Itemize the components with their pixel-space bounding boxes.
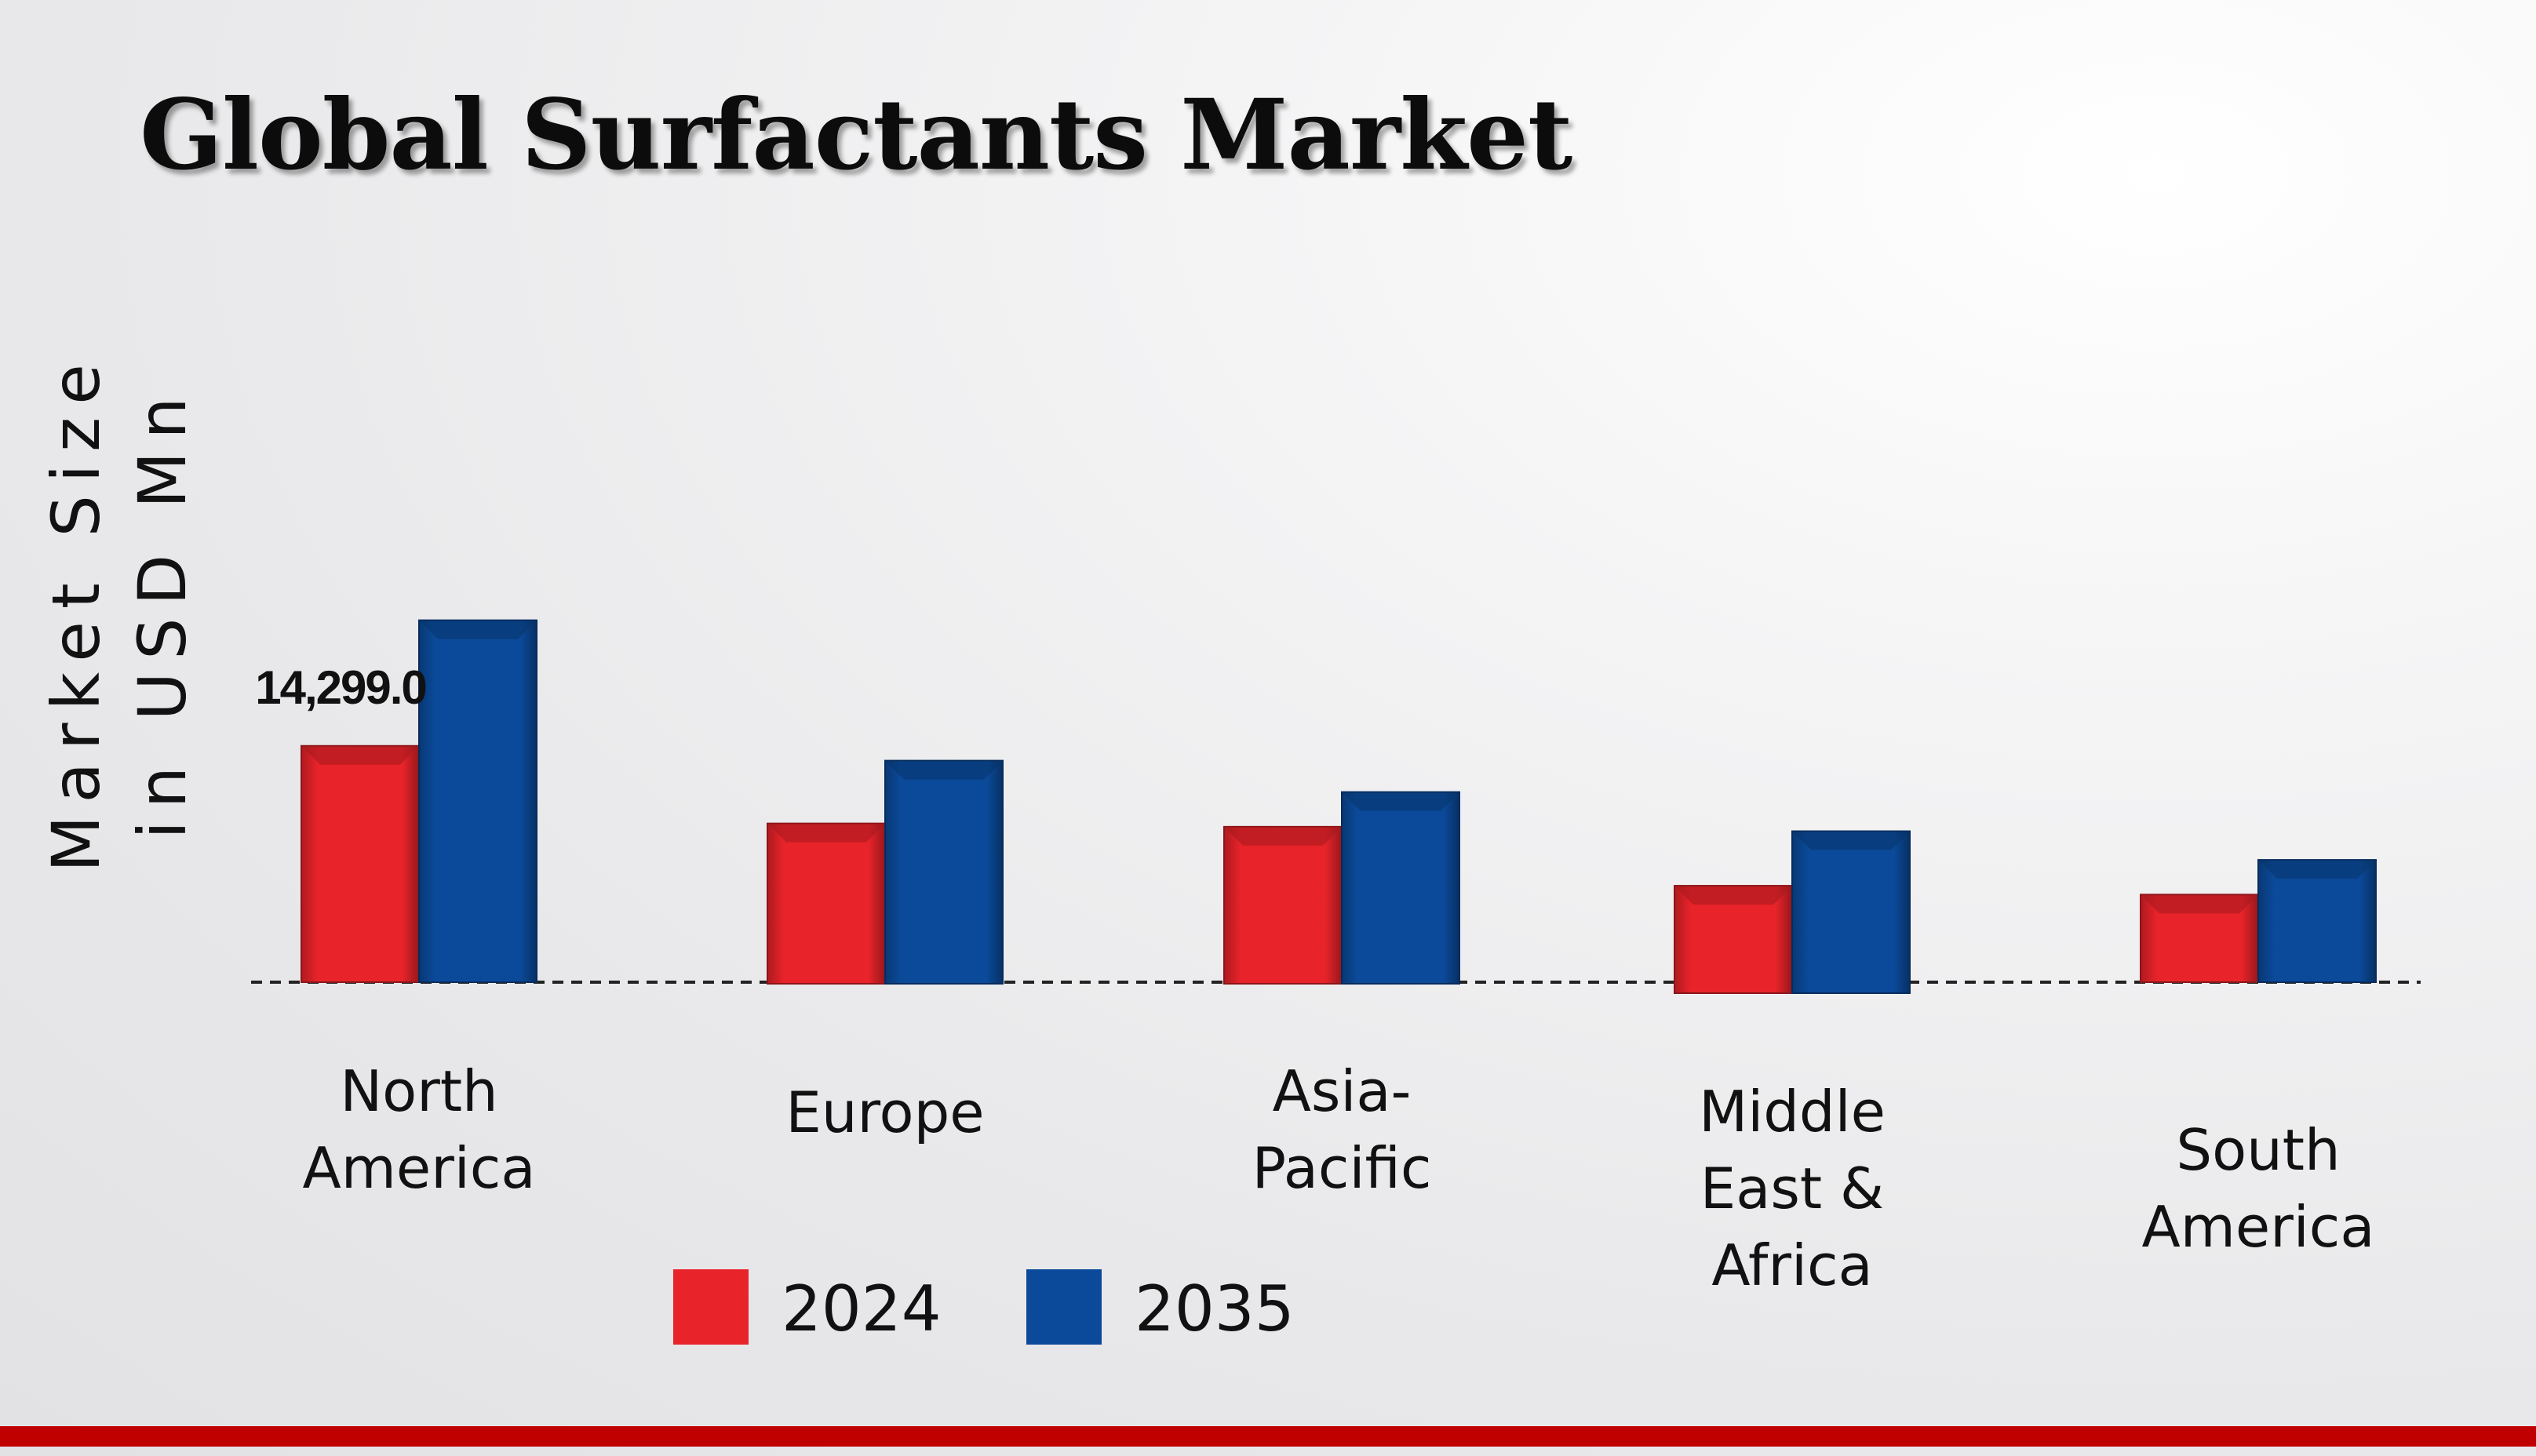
bar-bevel-south-america-2024 xyxy=(2141,894,2258,914)
category-label-south-america-line-1: South xyxy=(2176,1117,2340,1183)
bar-bevel-asia-pacific-2035 xyxy=(1342,792,1459,811)
bar-asia-pacific-2024 xyxy=(1223,825,1343,985)
bar-bevel-north-america-2024 xyxy=(301,745,419,765)
labels-layer: North America Europe Asia- Pacific Middle East… xyxy=(255,661,2374,1298)
legend-label-2035: 2035 xyxy=(1135,1272,1295,1345)
bar-bevel-asia-pacific-2024 xyxy=(1224,826,1342,846)
bar-bevel-south-america-2035 xyxy=(2258,860,2376,879)
bar-europe-2024 xyxy=(767,822,886,985)
category-label-north-america-line-2: America xyxy=(303,1135,536,1201)
category-label-north-america-line-1: North xyxy=(340,1058,497,1124)
legend-swatch-2024 xyxy=(673,1269,749,1345)
category-label-europe-line-1: Europe xyxy=(785,1079,984,1145)
legend-label-2024: 2024 xyxy=(782,1272,942,1345)
bars-layer xyxy=(301,619,2377,994)
bar-asia-pacific-2035 xyxy=(1341,791,1460,985)
category-label-asia-pacific-line-1: Asia- xyxy=(1273,1058,1412,1124)
bar-europe-2035 xyxy=(884,759,1004,985)
bar-bevel-europe-2024 xyxy=(767,823,885,843)
legend-swatch-2035 xyxy=(1026,1269,1102,1345)
bar-middle-east-africa-2035 xyxy=(1791,830,1911,994)
category-label-asia-pacific-line-2: Pacific xyxy=(1252,1135,1432,1201)
y-axis-label-line-2: in USD Mn xyxy=(124,384,201,839)
bar-north-america-2035 xyxy=(418,619,537,983)
legend: 2024 2035 xyxy=(673,1269,1295,1345)
bar-north-america-2024 xyxy=(301,744,420,984)
bar-bevel-europe-2035 xyxy=(885,760,1003,780)
chart-title: Global Surfactants Market xyxy=(140,78,1572,192)
data-label-1: 14,299.0 xyxy=(255,661,426,714)
bar-bevel-middle-east-africa-2035 xyxy=(1792,831,1910,850)
category-label-middle-east-africa-line-3: Africa xyxy=(1711,1232,1872,1298)
category-label-middle-east-africa-line-2: East & xyxy=(1700,1156,1884,1221)
y-axis-label: Market Size in USD Mn xyxy=(38,351,201,872)
category-label-middle-east-africa-line-1: Middle xyxy=(1699,1079,1886,1145)
category-label-south-america-line-2: America xyxy=(2142,1194,2375,1260)
bar-south-america-2035 xyxy=(2257,859,2377,984)
bar-bevel-north-america-2035 xyxy=(419,620,537,639)
bar-bevel-middle-east-africa-2024 xyxy=(1674,886,1792,905)
footer-accent-bar xyxy=(0,1426,2536,1447)
y-axis-label-line-1: Market Size xyxy=(38,351,115,872)
